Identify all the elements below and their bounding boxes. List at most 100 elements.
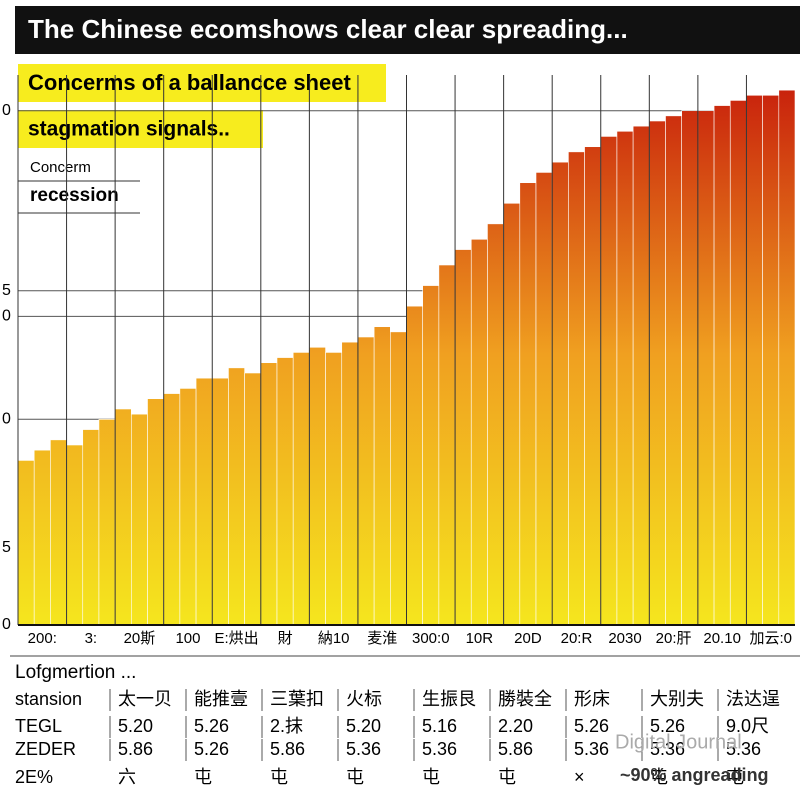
x-tick-label: 加云:0 <box>749 630 792 647</box>
table-cell: 勝裝全 <box>498 689 552 709</box>
table-cell: 屯 <box>726 767 744 787</box>
subtitle: stagmation signals.. <box>28 118 230 141</box>
bar <box>470 238 488 626</box>
table-cell: stansion <box>15 689 82 709</box>
x-tick-label: 納10 <box>318 630 350 647</box>
x-tick-label: E:烘出 <box>214 630 258 647</box>
x-tick-label: 20:肝 <box>656 630 692 647</box>
x-tick-label: 20D <box>514 630 542 647</box>
bar <box>195 377 213 626</box>
table-cell: 2.抹 <box>270 716 303 736</box>
table-cell: 5.20 <box>346 716 381 736</box>
table-cell: 5.26 <box>194 739 229 759</box>
subtitle: Concerms of a ballancce sheet <box>28 70 351 95</box>
bar <box>503 202 521 626</box>
bar <box>568 151 585 626</box>
table-title: Lofgmertion ... <box>15 662 136 683</box>
bar <box>487 223 504 626</box>
bar <box>519 182 537 626</box>
x-tick-label: 20.10 <box>703 630 741 647</box>
bar <box>179 388 197 626</box>
table-cell: 法达逞 <box>726 689 780 709</box>
bar <box>147 398 164 626</box>
bar <box>163 393 181 626</box>
table-note: ~90% angreading <box>620 765 769 785</box>
bar <box>260 362 278 626</box>
y-tick-label: 5 <box>2 539 11 556</box>
table-cell: 屯 <box>650 767 668 787</box>
x-tick-label: 2030 <box>608 630 641 647</box>
subtitle-box <box>18 110 263 148</box>
bar <box>228 367 245 626</box>
bar <box>681 110 699 626</box>
x-tick-label: 20:R <box>561 630 593 647</box>
table-cell: 六 <box>118 767 136 787</box>
table-cell: 9.0尺 <box>726 716 769 736</box>
table-cell: 5.86 <box>118 739 153 759</box>
bar <box>66 444 84 626</box>
table-cell: 5.36 <box>574 739 609 759</box>
table-cell: TEGL <box>15 716 62 736</box>
table-cell: 屯 <box>270 767 288 787</box>
bar <box>276 357 294 626</box>
subtitle-box <box>18 64 386 102</box>
x-tick-label: 財 <box>278 630 293 647</box>
table-cell: 屯 <box>194 767 212 787</box>
bar <box>244 372 262 626</box>
bar <box>325 352 343 626</box>
table-cell: 5.16 <box>422 716 457 736</box>
bar <box>535 172 553 626</box>
table-cell: 5.36 <box>726 739 761 759</box>
bar <box>341 341 359 626</box>
x-tick-label: 300:0 <box>412 630 450 647</box>
bar <box>406 305 423 626</box>
y-tick-label: 0 <box>2 102 11 119</box>
bar <box>131 413 148 626</box>
table-cell: 形床 <box>574 689 610 709</box>
table-cell: 5.26 <box>650 716 685 736</box>
bar <box>373 326 391 626</box>
y-tick-label: 0 <box>2 411 11 428</box>
bar <box>82 429 100 626</box>
y-tick-label: 5 <box>2 282 11 299</box>
table-cell: 火标 <box>346 689 382 709</box>
bar <box>50 439 67 626</box>
table-cell: 5.26 <box>574 716 609 736</box>
watermark: Digital Journal <box>615 731 742 753</box>
bar <box>632 125 650 626</box>
table-cell: × <box>574 767 585 787</box>
bar <box>600 136 618 626</box>
bar <box>665 115 682 626</box>
bar <box>729 100 747 626</box>
table-cell: 太一贝 <box>118 689 172 709</box>
bar <box>697 110 715 626</box>
table-cell: 5.20 <box>118 716 153 736</box>
plot <box>17 75 796 626</box>
bar <box>746 94 763 626</box>
y-tick-label: 0 <box>2 308 11 325</box>
bar <box>584 146 602 626</box>
bar <box>98 418 116 626</box>
table-cell: 生振艮 <box>422 689 476 709</box>
table-cell: 5.36 <box>650 739 685 759</box>
annotation: recession <box>30 185 119 206</box>
x-tick-label: 200: <box>28 630 57 647</box>
bar <box>292 352 310 626</box>
x-tick-label: 3: <box>85 630 98 647</box>
x-tick-label: 20斯 <box>124 630 156 647</box>
table-cell: 5.36 <box>422 739 457 759</box>
table-cell: 5.26 <box>194 716 229 736</box>
bar <box>713 105 731 626</box>
table-cell: 5.86 <box>270 739 305 759</box>
bar <box>649 120 666 626</box>
x-tick-label: 10R <box>466 630 494 647</box>
bar <box>211 377 229 626</box>
bar <box>762 94 780 626</box>
x-tick-label: 麦淮 <box>367 630 397 647</box>
bar <box>357 336 375 626</box>
bar <box>17 460 35 626</box>
table-cell: 能推壹 <box>194 689 248 709</box>
title: The Chinese ecomshows clear clear spread… <box>28 14 628 44</box>
table-cell: 三葉扣 <box>270 689 324 709</box>
